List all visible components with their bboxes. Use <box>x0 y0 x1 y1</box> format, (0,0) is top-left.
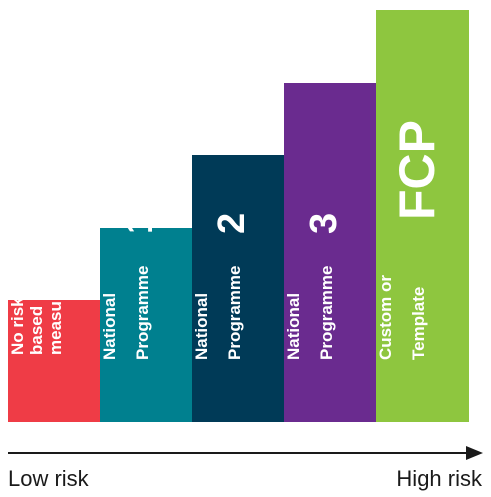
step-label-line: National <box>100 292 119 360</box>
step-national-programme-3: National Programme 3 <box>284 83 376 422</box>
step-number: 1 <box>119 212 161 234</box>
step-label-line: measure <box>46 285 65 355</box>
step-number: 3 <box>303 212 345 234</box>
arrow-right-icon <box>466 446 483 460</box>
low-risk-label: Low risk <box>8 466 89 491</box>
step-national-programme-2: National Programme 2 <box>192 155 284 422</box>
step-label-line: Programme <box>317 265 336 360</box>
step-number: FCP <box>389 120 445 220</box>
step-label-line: No risk- <box>8 291 27 355</box>
step-no-risk-based-measure: No risk- based measure <box>8 285 100 422</box>
step-label-line: Custom or <box>376 275 395 360</box>
step-national-programme-1: National Programme 1 <box>100 213 192 422</box>
step-number: 2 <box>211 212 253 234</box>
step-label-line: National <box>284 292 303 360</box>
step-fcp: Custom or Template FCP <box>376 10 469 422</box>
step-label-line: Programme <box>225 265 244 360</box>
high-risk-label: High risk <box>396 466 482 491</box>
step-label-line: National <box>192 292 211 360</box>
step-label-line: Template <box>409 286 428 360</box>
risk-axis-line <box>8 452 480 454</box>
step-label-line: based <box>27 305 46 355</box>
step-label-line: Programme <box>133 265 152 360</box>
